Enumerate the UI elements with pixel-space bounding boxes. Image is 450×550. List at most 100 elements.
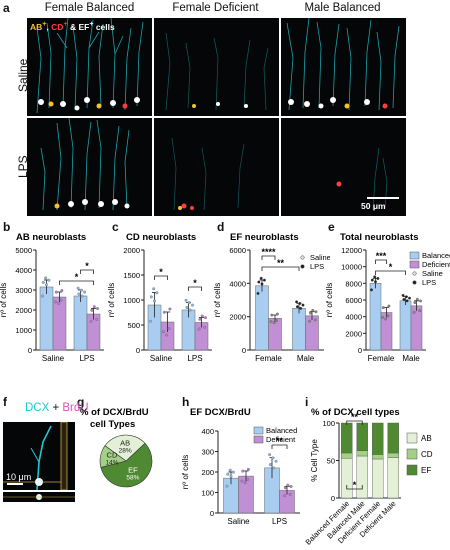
scale-bar-label: 50 μm — [361, 201, 386, 211]
data-point — [184, 298, 188, 302]
x-tick-label: LPS — [79, 354, 94, 363]
data-point — [246, 467, 250, 471]
chart-ef-dcx-brdu: EF DCX/BrdU 0 100 200 300 400 nº of cells Salin… — [181, 407, 300, 526]
x-tick-label: LPS — [187, 354, 202, 363]
legend-cd-sup: + — [63, 20, 68, 28]
data-point — [149, 319, 152, 323]
data-point — [155, 291, 159, 295]
data-point — [167, 327, 171, 330]
pie-slice — [99, 445, 127, 468]
x-tick-label: Saline — [227, 517, 250, 526]
y-tick-label: 100 — [201, 489, 214, 498]
data-point — [185, 306, 189, 310]
y-tick-label: 50 — [327, 457, 335, 466]
data-point — [301, 303, 305, 307]
y-tick-label: 2000 — [123, 246, 140, 255]
legend-swatch — [406, 432, 418, 444]
y-tick-label: 2000 — [229, 313, 246, 322]
micrograph-dcx-brdu-side — [3, 492, 75, 502]
data-point — [286, 483, 290, 487]
legend-label: LPS — [422, 278, 436, 287]
data-point — [187, 301, 191, 305]
data-point — [246, 477, 250, 481]
neuron-image — [36, 18, 144, 114]
data-point — [408, 296, 411, 300]
significance-label: * — [353, 480, 357, 490]
data-point — [311, 308, 315, 312]
y-tick-label: 6000 — [229, 246, 246, 255]
data-point — [370, 278, 374, 282]
data-point — [45, 283, 48, 287]
data-point — [259, 276, 263, 280]
data-point — [60, 289, 64, 292]
legend-ab: AB — [30, 21, 43, 32]
legend-sep-1: , — [46, 21, 52, 32]
data-point — [76, 286, 80, 290]
y-tick-label: 4000 — [345, 313, 362, 322]
significance-label: ** — [277, 258, 285, 268]
panel-label-d: d — [217, 220, 225, 234]
data-point — [240, 479, 244, 483]
data-point — [92, 305, 96, 309]
data-point — [402, 298, 406, 301]
data-point — [203, 325, 207, 329]
data-point — [272, 466, 276, 470]
data-point — [418, 309, 422, 313]
micrograph-female-deficient-lps — [154, 118, 279, 216]
y-axis-label: % Cell Type — [310, 439, 319, 482]
y-tick-label: 4000 — [229, 279, 246, 288]
data-point — [54, 300, 57, 304]
brdu-label: BrdU — [62, 402, 89, 414]
y-tick-label: 1500 — [123, 271, 140, 280]
y-tick-label: 3000 — [15, 286, 32, 295]
bar — [73, 295, 88, 351]
y-tick-label: 500 — [127, 321, 140, 330]
neuron-image — [171, 137, 245, 211]
y-tick-label: 0 — [331, 494, 335, 503]
legend-swatch — [406, 464, 418, 476]
legend-cd: CD — [51, 21, 64, 32]
data-point — [295, 300, 299, 304]
bar — [399, 300, 412, 351]
chart-title: AB neuroblasts — [16, 232, 86, 243]
data-point — [387, 304, 391, 308]
data-point — [262, 278, 266, 282]
data-point — [162, 310, 166, 314]
y-axis-label: nº of cells — [214, 283, 222, 318]
legend-marker — [412, 271, 417, 276]
data-point — [260, 282, 264, 286]
data-point — [95, 318, 99, 321]
data-point — [268, 453, 272, 457]
stacked-bar-segment — [356, 450, 368, 457]
data-point — [289, 485, 293, 488]
panel-label-e: e — [328, 220, 335, 234]
legend-label: Deficient — [266, 435, 296, 444]
data-point — [77, 292, 81, 296]
y-axis-label: nº of cells — [181, 455, 190, 490]
significance-bracket — [154, 275, 168, 280]
data-point — [308, 319, 312, 323]
data-point — [298, 302, 302, 305]
y-tick-label: 0 — [210, 509, 214, 518]
data-point — [308, 311, 312, 315]
significance-bracket — [375, 270, 406, 275]
y-tick-label: 4000 — [15, 266, 32, 275]
panel-label-i: i — [305, 395, 309, 409]
legend-ab-sup: + — [42, 20, 47, 28]
bar — [410, 305, 423, 351]
data-point — [288, 492, 292, 496]
x-tick-label: Female — [368, 354, 395, 363]
data-point — [153, 299, 156, 303]
data-point — [200, 314, 204, 318]
slice-value: 28% — [119, 448, 132, 455]
bar — [52, 296, 67, 351]
data-point — [188, 308, 192, 312]
bar — [369, 283, 382, 351]
y-tick-label: 2000 — [345, 329, 362, 338]
x-tick-label: LPS — [272, 517, 287, 526]
micrograph-female-balanced-saline: AB+, CD+ & EF+ cells — [27, 18, 152, 116]
data-point — [405, 299, 409, 303]
significance-label: * — [85, 261, 89, 271]
data-point — [415, 297, 419, 301]
